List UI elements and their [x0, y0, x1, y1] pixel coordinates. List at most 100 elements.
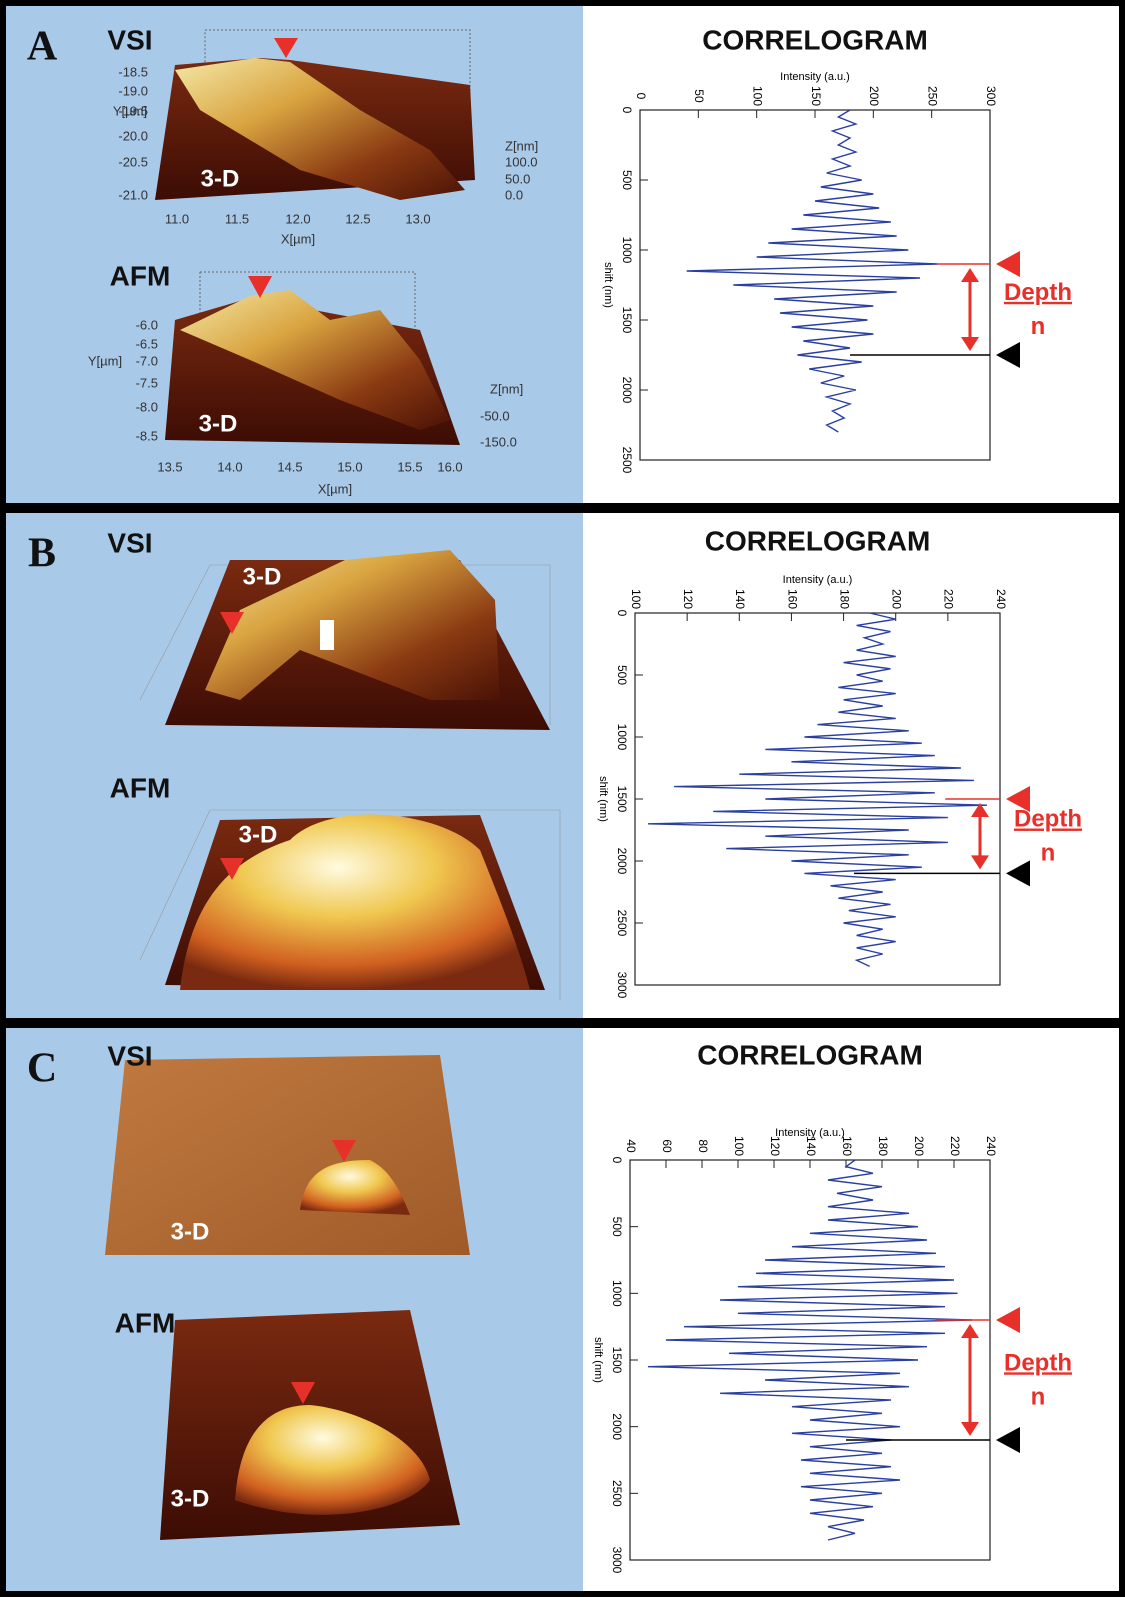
- y-tick-label: 120: [681, 589, 695, 609]
- y-tick-label: 180: [876, 1136, 890, 1156]
- tick-label: -150.0: [480, 434, 517, 449]
- tick-label: 11.0: [165, 211, 189, 226]
- figure: AVSIAFM3-D3-DBVSIAFM3-D3-DCVSIAFM3-D3-DY…: [0, 0, 1125, 1597]
- axis-label: X[µm]: [281, 231, 315, 246]
- tick-label: 11.5: [225, 211, 249, 226]
- panel-letter: B: [28, 531, 56, 577]
- tick-label: 15.0: [337, 459, 362, 474]
- tick-label: -6.5: [136, 336, 158, 351]
- y-tick-label: 120: [768, 1136, 782, 1156]
- x-tick-label: 3000: [615, 972, 629, 999]
- tick-label: -8.0: [136, 399, 158, 414]
- y-tick-label: 220: [948, 1136, 962, 1156]
- vsi-3d-label: 3-D: [243, 563, 282, 590]
- y-tick-label: 200: [867, 86, 881, 106]
- x-tick-label: 2500: [610, 1480, 624, 1507]
- vsi-label: VSI: [107, 1040, 152, 1071]
- depth-label: Depth: [1004, 279, 1072, 306]
- vsi-3d-label: 3-D: [171, 1218, 210, 1245]
- x-tick-label: 500: [615, 665, 629, 685]
- axis-label: Z[nm]: [505, 138, 538, 153]
- axis-label: Z[nm]: [490, 381, 523, 396]
- tick-label: -20.5: [118, 154, 148, 169]
- vsi-label: VSI: [107, 527, 152, 558]
- y-tick-label: 240: [984, 1136, 998, 1156]
- x-axis-label: shift (nm): [597, 776, 609, 822]
- tick-label: -19.0: [118, 83, 148, 98]
- y-tick-label: 200: [890, 589, 904, 609]
- y-tick-label: 100: [750, 86, 764, 106]
- tick-label: -6.0: [136, 317, 158, 332]
- y-tick-label: 250: [925, 86, 939, 106]
- y-tick-label: 180: [837, 589, 851, 609]
- x-tick-label: 1500: [615, 786, 629, 813]
- afm-label: AFM: [110, 772, 171, 803]
- chart-title: CORRELOGRAM: [697, 1039, 923, 1070]
- x-tick-label: 500: [620, 170, 634, 190]
- tick-label: 50.0: [505, 171, 530, 186]
- x-tick-label: 500: [610, 1217, 624, 1237]
- panel-letter: A: [27, 24, 58, 70]
- tick-label: -7.0: [136, 353, 158, 368]
- tick-label: -21.0: [118, 187, 148, 202]
- x-tick-label: 1000: [610, 1280, 624, 1307]
- y-axis-label: Intensity (a.u.): [783, 574, 853, 586]
- afm-3d-label: 3-D: [199, 410, 238, 437]
- x-tick-label: 2000: [620, 377, 634, 404]
- axis-label: X[µm]: [318, 481, 352, 496]
- x-tick-label: 1000: [615, 724, 629, 751]
- x-axis-label: shift (nm): [592, 1337, 604, 1383]
- y-tick-label: 100: [732, 1136, 746, 1156]
- depth-n-label: n: [1031, 1383, 1046, 1410]
- surface-vsi-c: [105, 1055, 470, 1255]
- tick-label: 14.0: [217, 459, 242, 474]
- depth-label: Depth: [1004, 1349, 1072, 1376]
- tick-label: -18.5: [118, 64, 148, 79]
- x-tick-label: 1500: [620, 307, 634, 334]
- vsi-label: VSI: [107, 24, 152, 55]
- panel-letter: C: [27, 1046, 57, 1092]
- tick-label: -50.0: [480, 408, 510, 423]
- depth-label: Depth: [1014, 806, 1082, 833]
- tick-label: 15.5: [397, 459, 422, 474]
- tick-label: 0.0: [505, 187, 523, 202]
- y-tick-label: 160: [840, 1136, 854, 1156]
- tick-label: 12.0: [285, 211, 310, 226]
- y-tick-label: 200: [912, 1136, 926, 1156]
- y-axis-label: Intensity (a.u.): [780, 71, 850, 83]
- y-tick-label: 40: [624, 1139, 638, 1153]
- x-tick-label: 2500: [615, 910, 629, 937]
- y-tick-label: 140: [804, 1136, 818, 1156]
- chart-title: CORRELOGRAM: [705, 525, 931, 556]
- x-tick-label: 2500: [620, 447, 634, 474]
- x-tick-label: 1000: [620, 237, 634, 264]
- tick-label: 100.0: [505, 154, 538, 169]
- tick-label: -7.5: [136, 375, 158, 390]
- x-axis-label: shift (nm): [602, 262, 614, 308]
- chart-title: CORRELOGRAM: [702, 24, 928, 55]
- x-tick-label: 0: [610, 1157, 624, 1164]
- afm-3d-label: 3-D: [171, 1485, 210, 1512]
- y-tick-label: 50: [692, 89, 706, 103]
- panel-bg: [583, 6, 1119, 503]
- afm-label: AFM: [110, 260, 171, 291]
- tick-label: 13.0: [405, 211, 430, 226]
- depth-n-label: n: [1041, 840, 1056, 867]
- vsi-3d-label: 3-D: [201, 165, 240, 192]
- x-tick-label: 2000: [615, 848, 629, 875]
- x-tick-label: 0: [620, 107, 634, 114]
- afm-label: AFM: [115, 1307, 176, 1338]
- tick-label: 16.0: [437, 459, 462, 474]
- tick-label: -20.0: [118, 128, 148, 143]
- tick-label: -19.5: [118, 103, 148, 118]
- axis-label: Y[µm]: [88, 353, 122, 368]
- y-tick-label: 160: [785, 589, 799, 609]
- y-tick-label: 300: [984, 86, 998, 106]
- y-tick-label: 240: [994, 589, 1008, 609]
- tick-label: -8.5: [136, 428, 158, 443]
- tick-label: 12.5: [345, 211, 370, 226]
- y-tick-label: 220: [942, 589, 956, 609]
- x-tick-label: 2000: [610, 1413, 624, 1440]
- depth-n-label: n: [1031, 313, 1046, 340]
- y-tick-label: 150: [809, 86, 823, 106]
